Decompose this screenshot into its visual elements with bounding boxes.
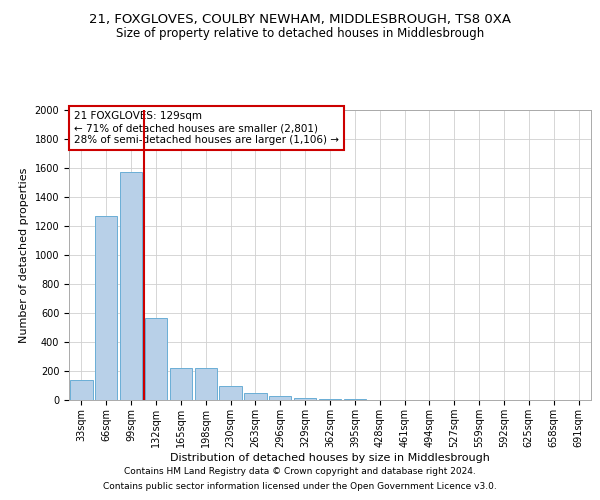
Bar	[70, 380, 92, 400]
Text: Contains public sector information licensed under the Open Government Licence v3: Contains public sector information licen…	[103, 482, 497, 491]
X-axis label: Distribution of detached houses by size in Middlesbrough: Distribution of detached houses by size …	[170, 452, 490, 462]
Bar	[220, 386, 242, 400]
Bar	[194, 368, 217, 400]
Text: 21 FOXGLOVES: 129sqm
← 71% of detached houses are smaller (2,801)
28% of semi-de: 21 FOXGLOVES: 129sqm ← 71% of detached h…	[74, 112, 339, 144]
Bar	[170, 368, 192, 400]
Bar	[95, 216, 118, 400]
Text: Contains HM Land Registry data © Crown copyright and database right 2024.: Contains HM Land Registry data © Crown c…	[124, 467, 476, 476]
Bar	[145, 318, 167, 400]
Bar	[269, 396, 292, 400]
Bar	[294, 398, 316, 400]
Text: 21, FOXGLOVES, COULBY NEWHAM, MIDDLESBROUGH, TS8 0XA: 21, FOXGLOVES, COULBY NEWHAM, MIDDLESBRO…	[89, 12, 511, 26]
Text: Size of property relative to detached houses in Middlesbrough: Size of property relative to detached ho…	[116, 28, 484, 40]
Y-axis label: Number of detached properties: Number of detached properties	[19, 168, 29, 342]
Bar	[120, 172, 142, 400]
Bar	[319, 398, 341, 400]
Bar	[244, 393, 266, 400]
